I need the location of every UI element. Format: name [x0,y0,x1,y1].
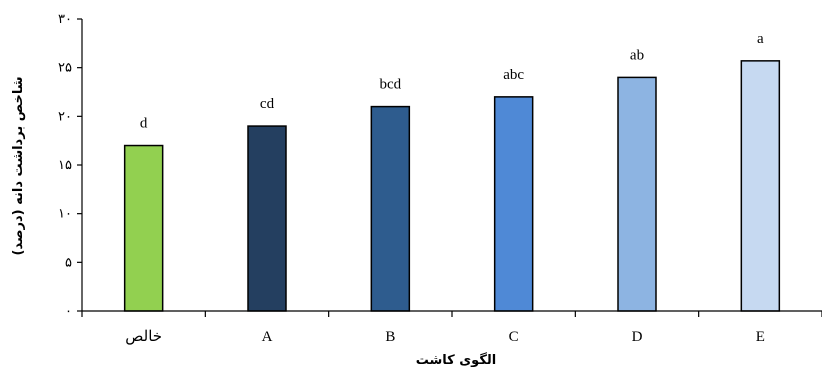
bar-data-label: ab [630,47,644,63]
bar-data-label: d [140,116,148,132]
x-tick-label: C [509,329,519,345]
data-labels-group: d cd bcd abc ab a [140,31,764,132]
bar [740,60,781,312]
bar [493,96,534,312]
bar [617,76,657,312]
x-tick-label: B [385,329,395,345]
y-tick-label: ۱۰ [58,206,72,221]
bar [123,144,164,312]
x-tick-label: D [632,329,643,345]
y-tick-label: ۱۵ [58,157,72,172]
bar [247,125,287,312]
y-tick-label: ۲۵ [58,60,72,75]
x-ticks-group: خالص A B C D E [81,311,822,345]
x-tick-label: E [756,329,765,345]
x-axis-title: الگوی کاشت [416,352,496,367]
y-tick-label: ۲۰ [58,108,72,123]
y-tick-label: ۳۰ [58,11,72,26]
y-ticks-group: ۰ ۵ ۱۰ ۱۵ ۲۰ ۲۵ ۳۰ [58,11,82,318]
bar-data-label: cd [260,96,275,112]
bars-group [123,60,781,312]
bar-data-label: bcd [379,77,401,93]
x-tick-label: A [262,329,273,345]
x-tick-label: خالص [125,329,162,345]
y-tick-label: ۰ [65,303,72,318]
bar-data-label: a [757,31,764,47]
y-tick-label: ۵ [65,254,72,269]
bar-data-label: abc [503,67,524,83]
bar [370,105,411,312]
y-axis-title: شاخص برداشت دانه (درصد) [11,77,26,256]
